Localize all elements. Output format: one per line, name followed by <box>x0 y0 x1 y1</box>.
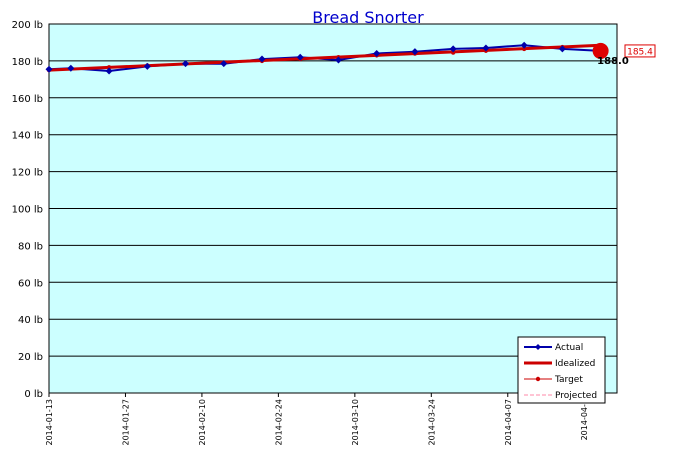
y-axis-ticks: 0 lb 20 lb 40 lb 60 lb 80 lb 100 lb 120 lb 140 … <box>12 20 43 400</box>
y-tick-label: 80 lb <box>18 241 43 252</box>
series-layer <box>45 41 605 75</box>
x-tick-label: 2014-04-07 <box>504 399 513 446</box>
legend-label: Projected <box>555 391 597 401</box>
legend-label: Idealized <box>555 359 595 369</box>
current-weight-box <box>624 44 656 58</box>
actual-point <box>258 55 266 63</box>
current-weight-dot <box>592 42 609 59</box>
actual-point <box>220 60 228 68</box>
x-tick-label: 2014-02-24 <box>274 399 283 446</box>
actual-point <box>558 45 566 53</box>
target-point <box>521 46 527 52</box>
x-tick-label: 2014-04-2 <box>580 399 589 440</box>
x-tick-label: 2014-03-10 <box>351 399 360 446</box>
end-weight-label: 188.0 <box>597 56 629 67</box>
x-tick-label: 2014-01-13 <box>45 399 54 446</box>
actual-point <box>449 45 457 53</box>
legend-marker <box>535 376 541 382</box>
x-tick-label: 2014-02-10 <box>198 399 207 446</box>
y-tick-label: 40 lb <box>18 315 43 326</box>
actual-point <box>182 60 190 68</box>
actual-point <box>411 48 419 56</box>
x-tick-label: 2014-01-27 <box>121 399 130 446</box>
y-tick-label: 100 lb <box>12 205 43 216</box>
legend-marker <box>535 344 541 350</box>
y-tick-label: 60 lb <box>18 278 43 289</box>
actual-point <box>67 64 75 72</box>
actual-point <box>105 67 113 75</box>
current-weight-label: 185.4 <box>627 47 653 57</box>
y-tick-label: 200 lb <box>12 20 43 31</box>
actual-point <box>334 56 342 64</box>
idealized-line <box>48 43 601 72</box>
actual-point <box>373 50 381 58</box>
y-tick-label: 20 lb <box>18 352 43 363</box>
y-tick-label: 160 lb <box>12 94 43 105</box>
legend-label: Actual <box>555 343 583 353</box>
legend-label: Target <box>554 375 583 385</box>
x-axis-ticks: 2014-01-13 2014-01-27 2014-02-10 2014-02-24… <box>45 393 589 446</box>
actual-point <box>296 53 304 61</box>
grid-lines <box>49 23 617 357</box>
y-tick-label: 180 lb <box>12 57 43 68</box>
y-tick-label: 140 lb <box>12 131 43 142</box>
actual-point <box>482 44 490 52</box>
chart-title: Bread Snorter <box>312 8 424 27</box>
y-tick-label: 0 lb <box>24 389 43 400</box>
legend: Actual Idealized Target Projected <box>517 336 606 404</box>
x-tick-label: 2014-03-24 <box>427 399 436 446</box>
y-tick-label: 120 lb <box>12 168 43 179</box>
actual-point <box>45 65 53 73</box>
target-point <box>106 65 112 70</box>
target-point <box>450 50 456 55</box>
actual-point <box>143 62 151 70</box>
actual-point <box>520 41 528 49</box>
